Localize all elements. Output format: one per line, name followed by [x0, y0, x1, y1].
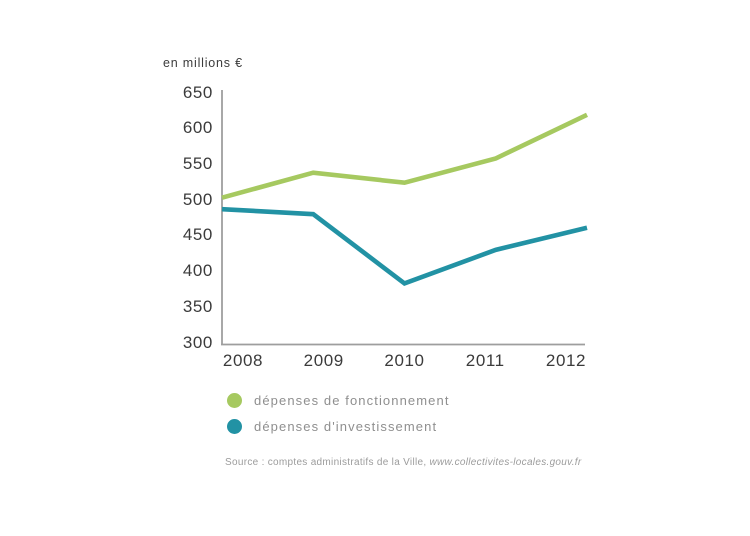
series-line-1: [221, 206, 588, 287]
y-tick-label-650: 650: [182, 82, 213, 102]
y-tick-label-600: 600: [182, 118, 213, 138]
legend-label-fonctionnement: dépenses de fonctionnement: [254, 392, 450, 408]
x-tick-label-2012: 2012: [545, 351, 587, 370]
y-tick-label-300: 300: [182, 332, 213, 352]
x-tick-label-2011: 2011: [465, 351, 505, 370]
y-tick-label-500: 500: [182, 189, 213, 209]
series-lines: [221, 112, 588, 287]
legend: dépenses de fonctionnement dépenses d'in…: [227, 392, 450, 444]
legend-label-investissement: dépenses d'investissement: [254, 418, 438, 434]
y-axis-unit-label: en millions €: [163, 56, 243, 70]
x-tick-label-2008: 2008: [222, 351, 264, 370]
y-tick-label-350: 350: [182, 296, 213, 316]
legend-dot-investissement: [227, 418, 242, 434]
x-tick-label-2009: 2009: [303, 351, 344, 370]
source-url: www.collectivites-locales.gouv.fr: [429, 457, 582, 468]
y-tick-label-450: 450: [182, 225, 213, 245]
series-line-0: [221, 112, 588, 200]
x-tick-label-2010: 2010: [384, 351, 425, 370]
legend-item-investissement: dépenses d'investissement: [227, 418, 450, 434]
source-caption: Source : comptes administratifs de la Vi…: [225, 457, 582, 468]
legend-item-fonctionnement: dépenses de fonctionnement: [227, 392, 450, 408]
legend-dot-fonctionnement: [227, 392, 242, 408]
source-text: Source : comptes administratifs de la Vi…: [225, 457, 430, 468]
y-tick-label-400: 400: [182, 261, 213, 281]
y-tick-label-550: 550: [182, 153, 213, 173]
